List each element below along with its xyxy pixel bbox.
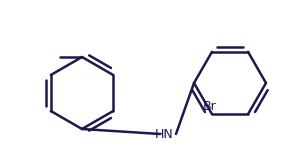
- Text: Br: Br: [203, 100, 217, 113]
- Text: HN: HN: [155, 129, 174, 141]
